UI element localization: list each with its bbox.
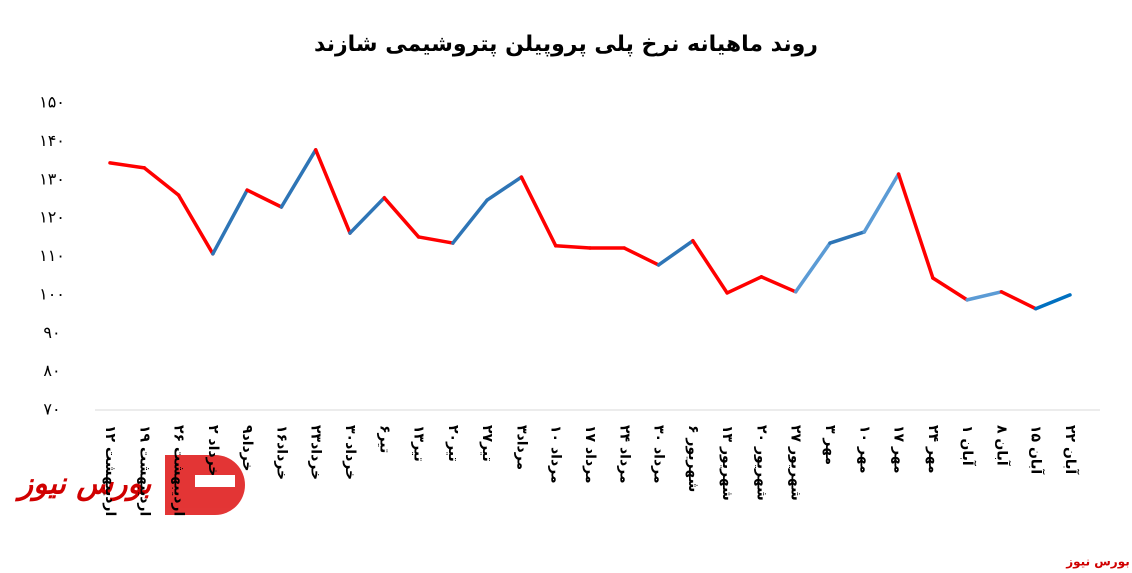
x-tick-label: ۱۶خرداد bbox=[273, 425, 289, 480]
y-tick-label: ۸۰ bbox=[43, 361, 60, 380]
y-tick-label: ۱۰۰ bbox=[39, 284, 65, 303]
x-tick-label: ۲۷تیر bbox=[479, 425, 495, 462]
line-segment bbox=[451, 198, 489, 245]
x-tick-label: ۱۰ مهر bbox=[856, 425, 872, 474]
line-segment bbox=[622, 246, 661, 267]
x-tick-label: ۱۵ آبان bbox=[1028, 425, 1046, 475]
x-tick-label: ۲۴ مهر bbox=[925, 425, 941, 474]
line-segment bbox=[108, 161, 147, 170]
line-segment bbox=[862, 172, 901, 234]
line-segment bbox=[348, 196, 387, 235]
x-tick-label: ۱۳تیر bbox=[411, 425, 427, 462]
y-tick-label: ۷۰ bbox=[43, 400, 60, 419]
line-segment bbox=[485, 175, 524, 202]
line-segment bbox=[793, 241, 832, 294]
logo-cut bbox=[195, 475, 235, 487]
line-segment bbox=[245, 188, 284, 209]
x-tick-label: ۱۰ مرداد bbox=[548, 425, 564, 484]
line-segment bbox=[931, 276, 969, 302]
x-tick-label: ۲۶ اردیبهشت bbox=[171, 425, 187, 516]
x-tick-label: ۲۷ شهریور bbox=[788, 425, 804, 501]
watermark-text: بورس نیوز bbox=[15, 467, 152, 502]
y-tick-label: ۱۳۰ bbox=[39, 169, 65, 188]
x-tick-label: ۱ آبان bbox=[959, 425, 977, 467]
line-segment bbox=[142, 166, 181, 197]
line-segment bbox=[211, 188, 249, 256]
y-tick-label: ۱۲۰ bbox=[39, 208, 65, 227]
y-tick-label: ۱۴۰ bbox=[39, 131, 65, 150]
line-segment bbox=[1033, 293, 1072, 311]
chart-title: روند ماهیانه نرخ پلی پروپیلن پتروشیمی شا… bbox=[314, 32, 818, 57]
x-tick-label: ۲۰تیر bbox=[445, 425, 461, 462]
x-tick-label: ۱۲ اردیبهشت bbox=[102, 425, 118, 516]
y-tick-label: ۱۱۰ bbox=[39, 246, 65, 265]
watermark-logo bbox=[165, 455, 245, 515]
line-segment bbox=[759, 275, 798, 294]
line-segment bbox=[382, 196, 421, 239]
line-segment bbox=[279, 148, 318, 209]
line-segment bbox=[553, 244, 592, 250]
x-tick-label: ۳ مهر bbox=[822, 425, 838, 465]
line-segment bbox=[965, 290, 1004, 302]
x-tick-label: ۹خرداد bbox=[239, 425, 255, 472]
line-segment bbox=[725, 275, 764, 295]
line-segment bbox=[313, 148, 352, 235]
x-tick-label: ۱۹ اردیبهشت bbox=[136, 425, 152, 516]
x-tick-label: ۸ آبان bbox=[993, 425, 1011, 467]
line-segment bbox=[416, 235, 455, 245]
x-tick-label: ۳۰ مرداد bbox=[651, 425, 667, 484]
x-tick-label: ۶ شهریور bbox=[685, 425, 701, 492]
x-tick-label: ۲۴ مرداد bbox=[616, 425, 632, 484]
x-tick-label: ۲۰ شهریور bbox=[753, 425, 769, 501]
line-segment bbox=[828, 230, 867, 245]
line-segment bbox=[656, 239, 695, 267]
x-tick-label: ۲۳خرداد bbox=[308, 425, 324, 480]
line-segment bbox=[176, 193, 215, 256]
x-tick-label: ۱۷ مهر bbox=[891, 425, 907, 474]
x-tick-label: ۱۷ مرداد bbox=[582, 425, 598, 484]
y-tick-label: ۹۰ bbox=[43, 323, 60, 342]
line-segment bbox=[691, 239, 729, 295]
x-tick-label: ۲ خرداد bbox=[205, 425, 221, 476]
line-segment bbox=[519, 175, 558, 248]
line-segment bbox=[999, 290, 1038, 311]
x-tick-label: ۳مرداد bbox=[513, 425, 529, 470]
source: بورس نیوز bbox=[1065, 555, 1130, 570]
x-tick-label: ۲۲ آبان bbox=[1062, 425, 1080, 475]
x-tick-label: ۳۰خرداد bbox=[342, 425, 358, 480]
y-tick-label: ۱۵۰ bbox=[39, 93, 65, 112]
x-tick-label: ۶تیر bbox=[376, 425, 392, 453]
line-segment bbox=[896, 172, 935, 280]
x-tick-label: ۱۳ شهریور bbox=[719, 425, 735, 501]
